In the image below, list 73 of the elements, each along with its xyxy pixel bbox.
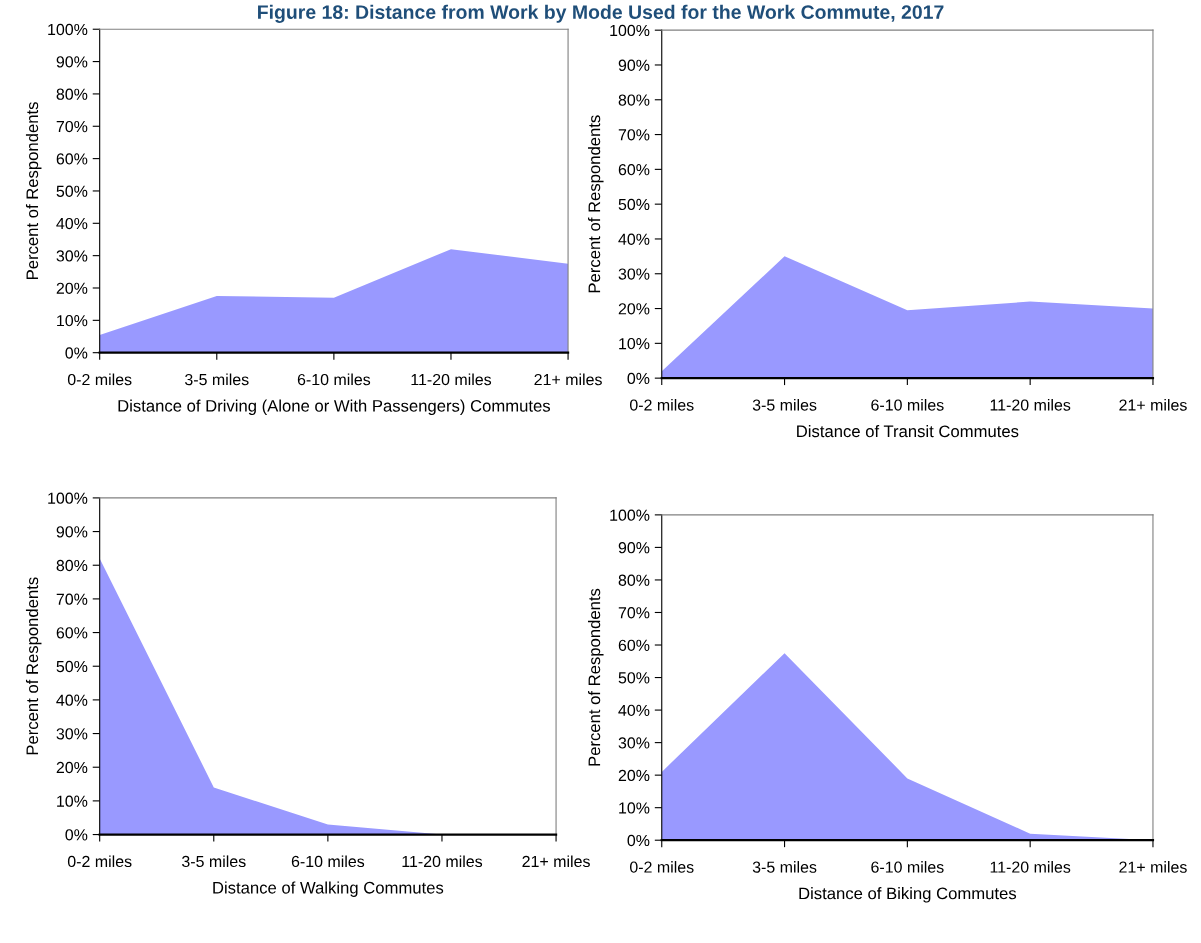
y-tick-label: 50% [56,185,88,197]
x-tick-label: 0-2 miles [67,373,132,386]
y-tick-label: 10% [619,337,650,350]
y-tick-label: 70% [56,120,88,133]
x-axis-title: Distance of Walking Commutes [213,881,444,897]
y-tick-label: 100% [610,509,650,521]
y-tick-label: 70% [56,593,88,605]
y-tick-label: 40% [56,694,88,706]
y-tick-label: 100% [48,23,88,36]
y-tick-label: 30% [618,737,650,749]
y-tick-label: 20% [618,303,650,315]
x-tick-label: 11-20 miles [402,855,483,868]
x-tick-label: 21+ miles [1119,861,1187,873]
y-tick-label: 0% [65,347,88,359]
x-axis-title: Distance of Transit Commutes [797,424,1019,438]
y-tick-label: 100% [48,492,88,504]
y-axis-title: Percent of Respondents [25,577,42,755]
y-tick-label: 90% [56,56,88,68]
y-tick-label: 50% [618,672,650,684]
y-tick-label: 90% [56,526,88,538]
x-tick-label: 6-10 miles [871,398,944,411]
x-tick-label: 0-2 miles [67,855,132,868]
x-tick-label: 21+ miles [534,373,602,386]
x-tick-label: 3-5 miles [181,855,246,868]
x-tick-label: 6-10 miles [291,855,365,868]
y-tick-label: 50% [618,198,650,211]
x-tick-label: 6-10 miles [871,861,944,873]
y-tick-label: 60% [618,164,650,176]
x-tick-label: 11-20 miles [411,373,492,386]
y-axis-title: Percent of Respondents [588,588,604,766]
x-axis-title: Distance of Driving (Alone or With Passengers) Commutes [118,399,551,416]
y-tick-label: 90% [618,59,650,71]
y-tick-label: 0% [627,834,650,847]
y-tick-label: 70% [618,129,650,141]
x-axis-title: Distance of Biking Commutes [799,887,1017,903]
x-tick-label: 3-5 miles [752,861,817,873]
y-tick-label: 30% [618,268,650,280]
y-tick-label: 10% [57,795,88,807]
x-tick-label: 11-20 miles [990,861,1071,873]
x-tick-label: 6-10 miles [297,373,371,386]
y-tick-label: 90% [618,542,650,554]
y-tick-label: 40% [56,217,88,230]
x-tick-label: 3-5 miles [184,373,249,386]
y-tick-label: 80% [56,88,88,100]
y-tick-label: 10% [57,314,88,327]
y-tick-label: 80% [56,559,88,572]
x-tick-label: 21+ miles [522,855,590,868]
y-tick-label: 60% [618,639,650,651]
y-tick-label: 100% [610,24,650,37]
x-tick-label: 21+ miles [1119,398,1187,411]
y-tick-label: 30% [56,250,88,262]
y-tick-label: 10% [619,802,650,814]
y-tick-label: 60% [56,627,88,639]
x-tick-label: 11-20 miles [990,398,1071,411]
y-axis-title: Percent of Respondents [588,115,604,293]
y-tick-label: 80% [618,574,650,586]
y-tick-label: 0% [627,372,650,385]
y-tick-label: 80% [618,94,650,106]
chart-title: Figure 18: Distance from Work by Mode Used for the Work Commute, 2017 [258,4,944,23]
y-tick-label: 20% [56,761,88,774]
x-tick-label: 3-5 miles [752,398,817,411]
y-tick-label: 40% [618,704,650,717]
y-tick-label: 20% [618,769,650,782]
x-tick-label: 0-2 miles [629,861,694,873]
y-tick-label: 20% [56,282,88,294]
y-tick-label: 60% [56,153,88,165]
y-axis-title: Percent of Respondents [25,102,42,279]
y-tick-label: 50% [56,660,88,673]
y-tick-label: 70% [618,607,650,619]
y-tick-label: 0% [65,829,88,841]
y-tick-label: 30% [56,728,88,740]
y-tick-label: 40% [618,233,650,245]
x-tick-label: 0-2 miles [629,398,694,411]
